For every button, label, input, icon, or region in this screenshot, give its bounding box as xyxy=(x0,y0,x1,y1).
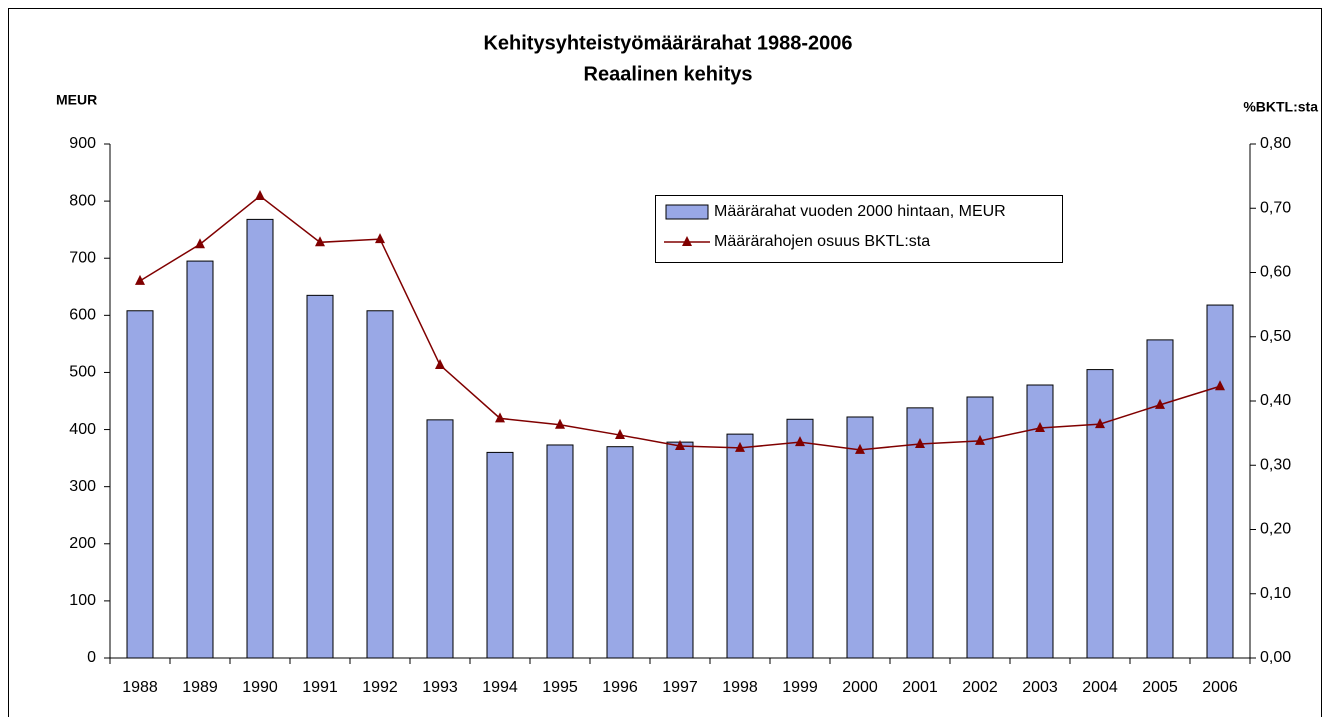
bar xyxy=(126,310,154,659)
x-tick-label: 1991 xyxy=(302,679,338,696)
x-tick-label: 1992 xyxy=(362,679,398,696)
bar xyxy=(486,451,514,659)
x-tick-label: 2004 xyxy=(1082,679,1118,696)
y-tick-label: 400 xyxy=(69,421,96,438)
bar xyxy=(426,419,454,659)
bar xyxy=(1206,304,1234,659)
line-marker xyxy=(675,439,685,450)
line-marker xyxy=(1035,421,1045,432)
line-marker xyxy=(1215,380,1225,391)
x-tick-label: 1988 xyxy=(122,679,158,696)
chart-title: Kehitysyhteistyömäärärahat 1988-2006 xyxy=(483,32,852,54)
y2-tick-label: 0,40 xyxy=(1260,392,1291,409)
y2-tick-label: 0,00 xyxy=(1260,649,1291,666)
y2-tick-label: 0,60 xyxy=(1260,264,1291,281)
y2-axis-label: %BKTL:sta xyxy=(1243,99,1318,115)
bar xyxy=(846,416,874,659)
y-tick-label: 800 xyxy=(69,192,96,209)
x-tick-label: 2002 xyxy=(962,679,998,696)
line-marker xyxy=(915,438,925,449)
y-tick-label: 700 xyxy=(69,249,96,266)
bar xyxy=(666,441,694,659)
legend-box xyxy=(655,195,1063,263)
y2-tick-label: 0,20 xyxy=(1260,521,1291,538)
legend-label: Määrärahat vuoden 2000 hintaan, MEUR xyxy=(714,203,1006,220)
y-tick-label: 300 xyxy=(69,478,96,495)
bar xyxy=(246,218,274,659)
line-marker xyxy=(555,418,565,429)
line-marker xyxy=(435,359,445,370)
y-tick-label: 100 xyxy=(69,592,96,609)
y2-tick-label: 0,80 xyxy=(1260,135,1291,152)
x-tick-label: 1995 xyxy=(542,679,578,696)
bar xyxy=(306,294,334,659)
x-tick-label: 2003 xyxy=(1022,679,1058,696)
line-marker xyxy=(195,238,205,249)
x-tick-label: 1993 xyxy=(422,679,458,696)
x-tick-label: 2001 xyxy=(902,679,938,696)
y-tick-label: 0 xyxy=(87,649,96,666)
line-marker xyxy=(255,190,265,201)
line-marker xyxy=(975,434,985,445)
x-tick-label: 2006 xyxy=(1202,679,1238,696)
y-tick-label: 500 xyxy=(69,364,96,381)
line-marker xyxy=(1095,418,1105,429)
y2-tick-label: 0,70 xyxy=(1260,199,1291,216)
chart-subtitle: Reaalinen kehitys xyxy=(584,63,753,85)
bar xyxy=(1086,369,1114,659)
y-tick-label: 200 xyxy=(69,535,96,552)
line-marker xyxy=(315,236,325,247)
legend-label: Määrärahojen osuus BKTL:sta xyxy=(714,233,930,250)
x-tick-label: 1997 xyxy=(662,679,698,696)
line-marker xyxy=(855,443,865,454)
bar xyxy=(1146,339,1174,659)
line-marker xyxy=(735,441,745,452)
legend-marker xyxy=(682,236,692,246)
line-marker xyxy=(795,436,805,447)
x-tick-label: 1994 xyxy=(482,679,518,696)
y2-tick-label: 0,50 xyxy=(1260,328,1291,345)
line-marker xyxy=(615,429,625,440)
x-tick-label: 1990 xyxy=(242,679,278,696)
x-tick-label: 2005 xyxy=(1142,679,1178,696)
bar xyxy=(606,446,634,659)
y-axis-label: MEUR xyxy=(56,92,97,108)
y2-tick-label: 0,30 xyxy=(1260,456,1291,473)
line-marker xyxy=(495,412,505,423)
bar xyxy=(546,444,574,659)
legend-swatch xyxy=(665,204,709,220)
x-tick-label: 1999 xyxy=(782,679,818,696)
y-tick-label: 600 xyxy=(69,307,96,324)
bar xyxy=(366,310,394,659)
x-tick-label: 2000 xyxy=(842,679,878,696)
line-marker xyxy=(375,233,385,244)
x-tick-label: 1989 xyxy=(182,679,218,696)
bar xyxy=(726,433,754,659)
line-marker xyxy=(1155,398,1165,409)
x-tick-label: 1996 xyxy=(602,679,638,696)
bar xyxy=(186,260,214,659)
y-tick-label: 900 xyxy=(69,135,96,152)
bar xyxy=(786,418,814,659)
line-marker xyxy=(135,274,145,285)
x-tick-label: 1998 xyxy=(722,679,758,696)
y2-tick-label: 0,10 xyxy=(1260,585,1291,602)
